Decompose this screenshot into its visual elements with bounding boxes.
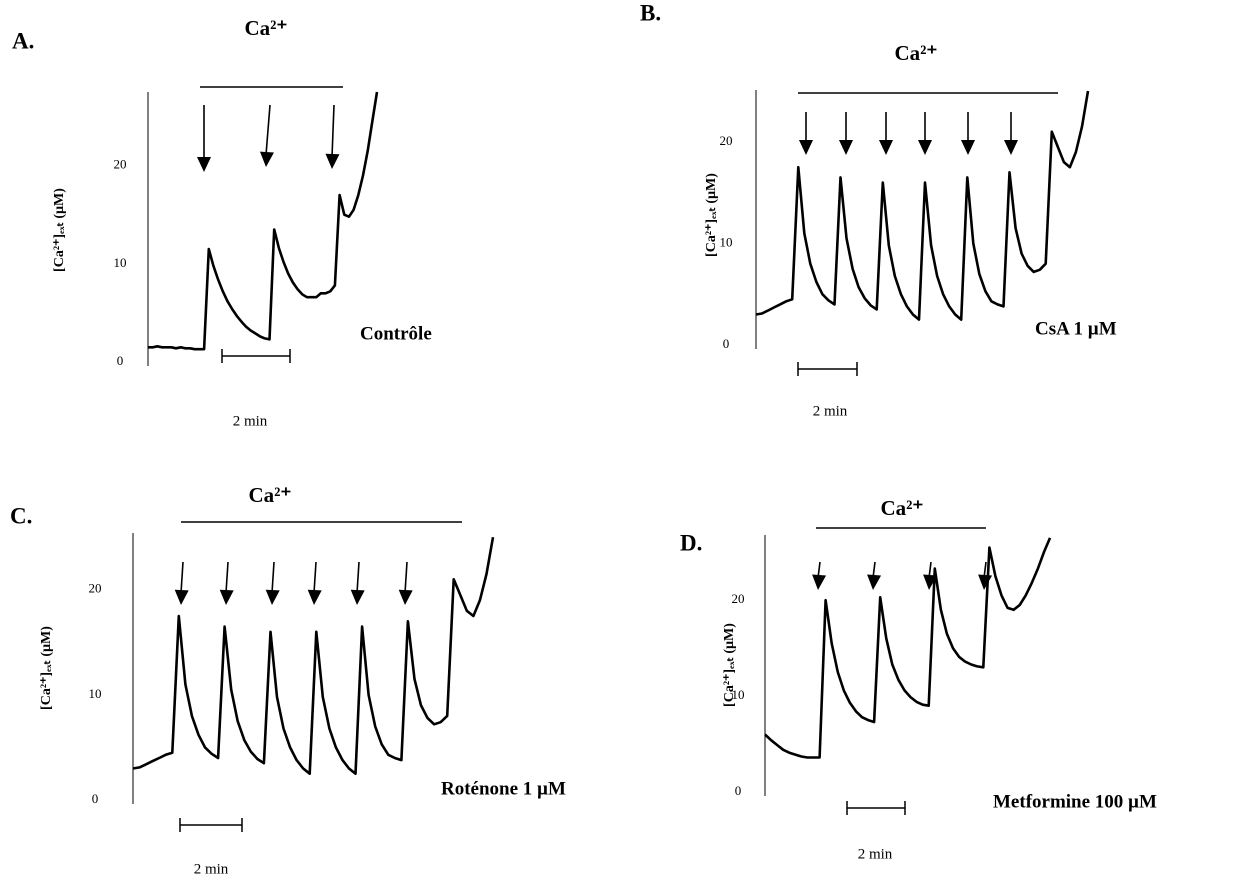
arrow-head	[174, 589, 189, 605]
scale-bar-label: 2 min	[813, 403, 848, 419]
condition-label: Metformine 100 µM	[993, 791, 1157, 812]
condition-label: Contrôle	[360, 323, 432, 344]
arrow-shaft	[331, 104, 335, 158]
y-tick-label: 10	[114, 255, 127, 270]
panel-label: C.	[10, 503, 32, 528]
arrow-head	[197, 157, 211, 172]
y-tick-label: 10	[89, 686, 102, 701]
y-tick-label: 20	[720, 133, 733, 148]
arrow-head	[219, 589, 234, 605]
y-axis-label: [Ca²⁺]ₑₓₜ (µM)	[704, 173, 719, 257]
annotation: Ca²⁺	[248, 483, 291, 507]
arrow-head	[1004, 140, 1018, 155]
arrow-head	[325, 153, 340, 169]
arrow-shaft	[356, 561, 360, 594]
y-axis-label: [Ca²⁺]ₑₓₜ (µM)	[722, 623, 737, 707]
y-tick-label: 10	[732, 687, 745, 702]
y-tick-label: 20	[732, 591, 745, 606]
panel: A. Ca²⁺ 0 10 20 [Ca²⁺]ₑₓₜ (µM) Contrôle 2 min	[12, 16, 432, 430]
arrow-head	[307, 589, 322, 605]
arrow-shaft	[271, 561, 275, 594]
panel-label: B.	[640, 0, 661, 25]
arrow-head	[867, 574, 882, 590]
arrow-head	[265, 589, 280, 605]
y-tick-label: 20	[114, 157, 127, 172]
scale-bar-label: 2 min	[858, 846, 893, 862]
y-tick-label: 20	[89, 581, 102, 596]
panel: C. Ca²⁺ 0 10 20 [Ca²⁺]ₑₓₜ (µM) Roténone 1 µM 2 …	[10, 483, 566, 877]
arrow-head	[350, 589, 365, 605]
arrow-head	[812, 574, 827, 590]
panel-label: A.	[12, 28, 34, 53]
arrow-shaft	[180, 561, 184, 594]
y-tick-label: 0	[723, 336, 730, 351]
arrow-shaft	[404, 561, 408, 594]
arrow-head	[961, 140, 975, 155]
condition-label: Roténone 1 µM	[441, 778, 566, 799]
arrow-shaft	[265, 104, 271, 156]
trace	[764, 537, 1052, 759]
arrow-head	[839, 140, 853, 155]
scale-bar-label: 2 min	[194, 861, 229, 877]
trace	[755, 90, 1090, 321]
y-tick-label: 0	[117, 353, 124, 368]
arrow-head	[398, 589, 413, 605]
arrow-shaft	[225, 561, 229, 594]
annotation: Ca²⁺	[894, 41, 937, 65]
arrow-head	[978, 574, 993, 590]
y-axis-label: [Ca²⁺]ₑₓₜ (µM)	[39, 626, 54, 710]
arrow-head	[879, 140, 893, 155]
annotation: Ca²⁺	[244, 16, 287, 40]
y-axis-label: [Ca²⁺]ₑₓₜ (µM)	[52, 188, 67, 272]
trace	[148, 91, 379, 351]
condition-label: CsA 1 µM	[1035, 318, 1117, 339]
panel: B. Ca²⁺ 0 10 20 [Ca²⁺]ₑₓₜ (µM) CsA 1 µM 2 min	[640, 0, 1117, 419]
y-tick-label: 10	[720, 234, 733, 249]
arrow-shaft	[313, 561, 317, 594]
y-tick-label: 0	[92, 791, 99, 806]
scale-bar-label: 2 min	[233, 413, 268, 429]
panel: D. Ca²⁺ 0 10 20 [Ca²⁺]ₑₓₜ (µM) Metformine 100 …	[680, 496, 1157, 863]
arrow-head	[259, 151, 274, 167]
annotation: Ca²⁺	[880, 496, 923, 520]
panel-label: D.	[680, 530, 702, 555]
trace	[132, 536, 495, 775]
y-tick-label: 0	[735, 783, 742, 798]
arrow-head	[918, 140, 932, 155]
arrow-head	[799, 140, 813, 155]
